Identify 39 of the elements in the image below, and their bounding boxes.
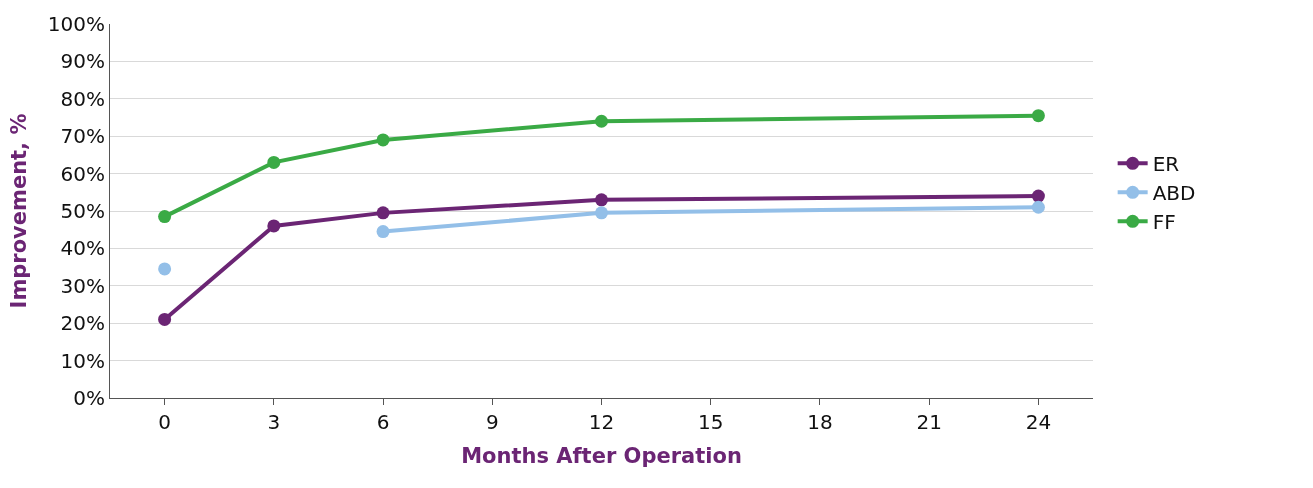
x-axis-title: Months After Operation [461, 444, 742, 469]
legend-label: FF [1152, 210, 1176, 235]
y-tick-label: 0% [73, 386, 105, 410]
point [595, 114, 608, 128]
point [376, 225, 390, 239]
point [1031, 189, 1045, 203]
y-tick-label: 60% [60, 161, 105, 186]
x-tick-label: 12 [588, 410, 615, 434]
point [158, 312, 172, 326]
y-tick-label: 20% [60, 311, 105, 336]
x-tick-label: 15 [697, 410, 724, 434]
y-tick-label: 90% [60, 49, 105, 74]
x-tick-label: 21 [916, 410, 942, 434]
legend-label: ER [1152, 152, 1180, 177]
point [158, 210, 172, 224]
x-tick-label: 24 [1025, 410, 1052, 434]
y-axis-title: Improvement, % [6, 113, 31, 309]
point [376, 206, 390, 220]
y-tick-label: 50% [60, 199, 105, 223]
point [376, 133, 390, 147]
point [158, 262, 172, 276]
x-tick-label: 3 [267, 410, 281, 434]
x-tick-label: 0 [158, 410, 171, 434]
y-tick-label: 40% [60, 236, 105, 261]
point [1031, 200, 1045, 214]
y-tick-label: 100% [47, 12, 105, 36]
legend-label: ABD [1152, 181, 1196, 206]
point [1031, 109, 1045, 123]
y-tick-label: 70% [60, 124, 105, 149]
x-tick-label: 6 [376, 410, 390, 434]
x-tick-label: 9 [485, 410, 499, 434]
y-tick-label: 80% [60, 86, 105, 111]
point [267, 155, 281, 169]
y-tick-label: 10% [60, 348, 105, 373]
y-tick-label: 30% [60, 273, 105, 298]
point [595, 193, 608, 207]
point [267, 219, 281, 233]
x-tick-label: 18 [807, 410, 833, 434]
point [595, 206, 608, 220]
